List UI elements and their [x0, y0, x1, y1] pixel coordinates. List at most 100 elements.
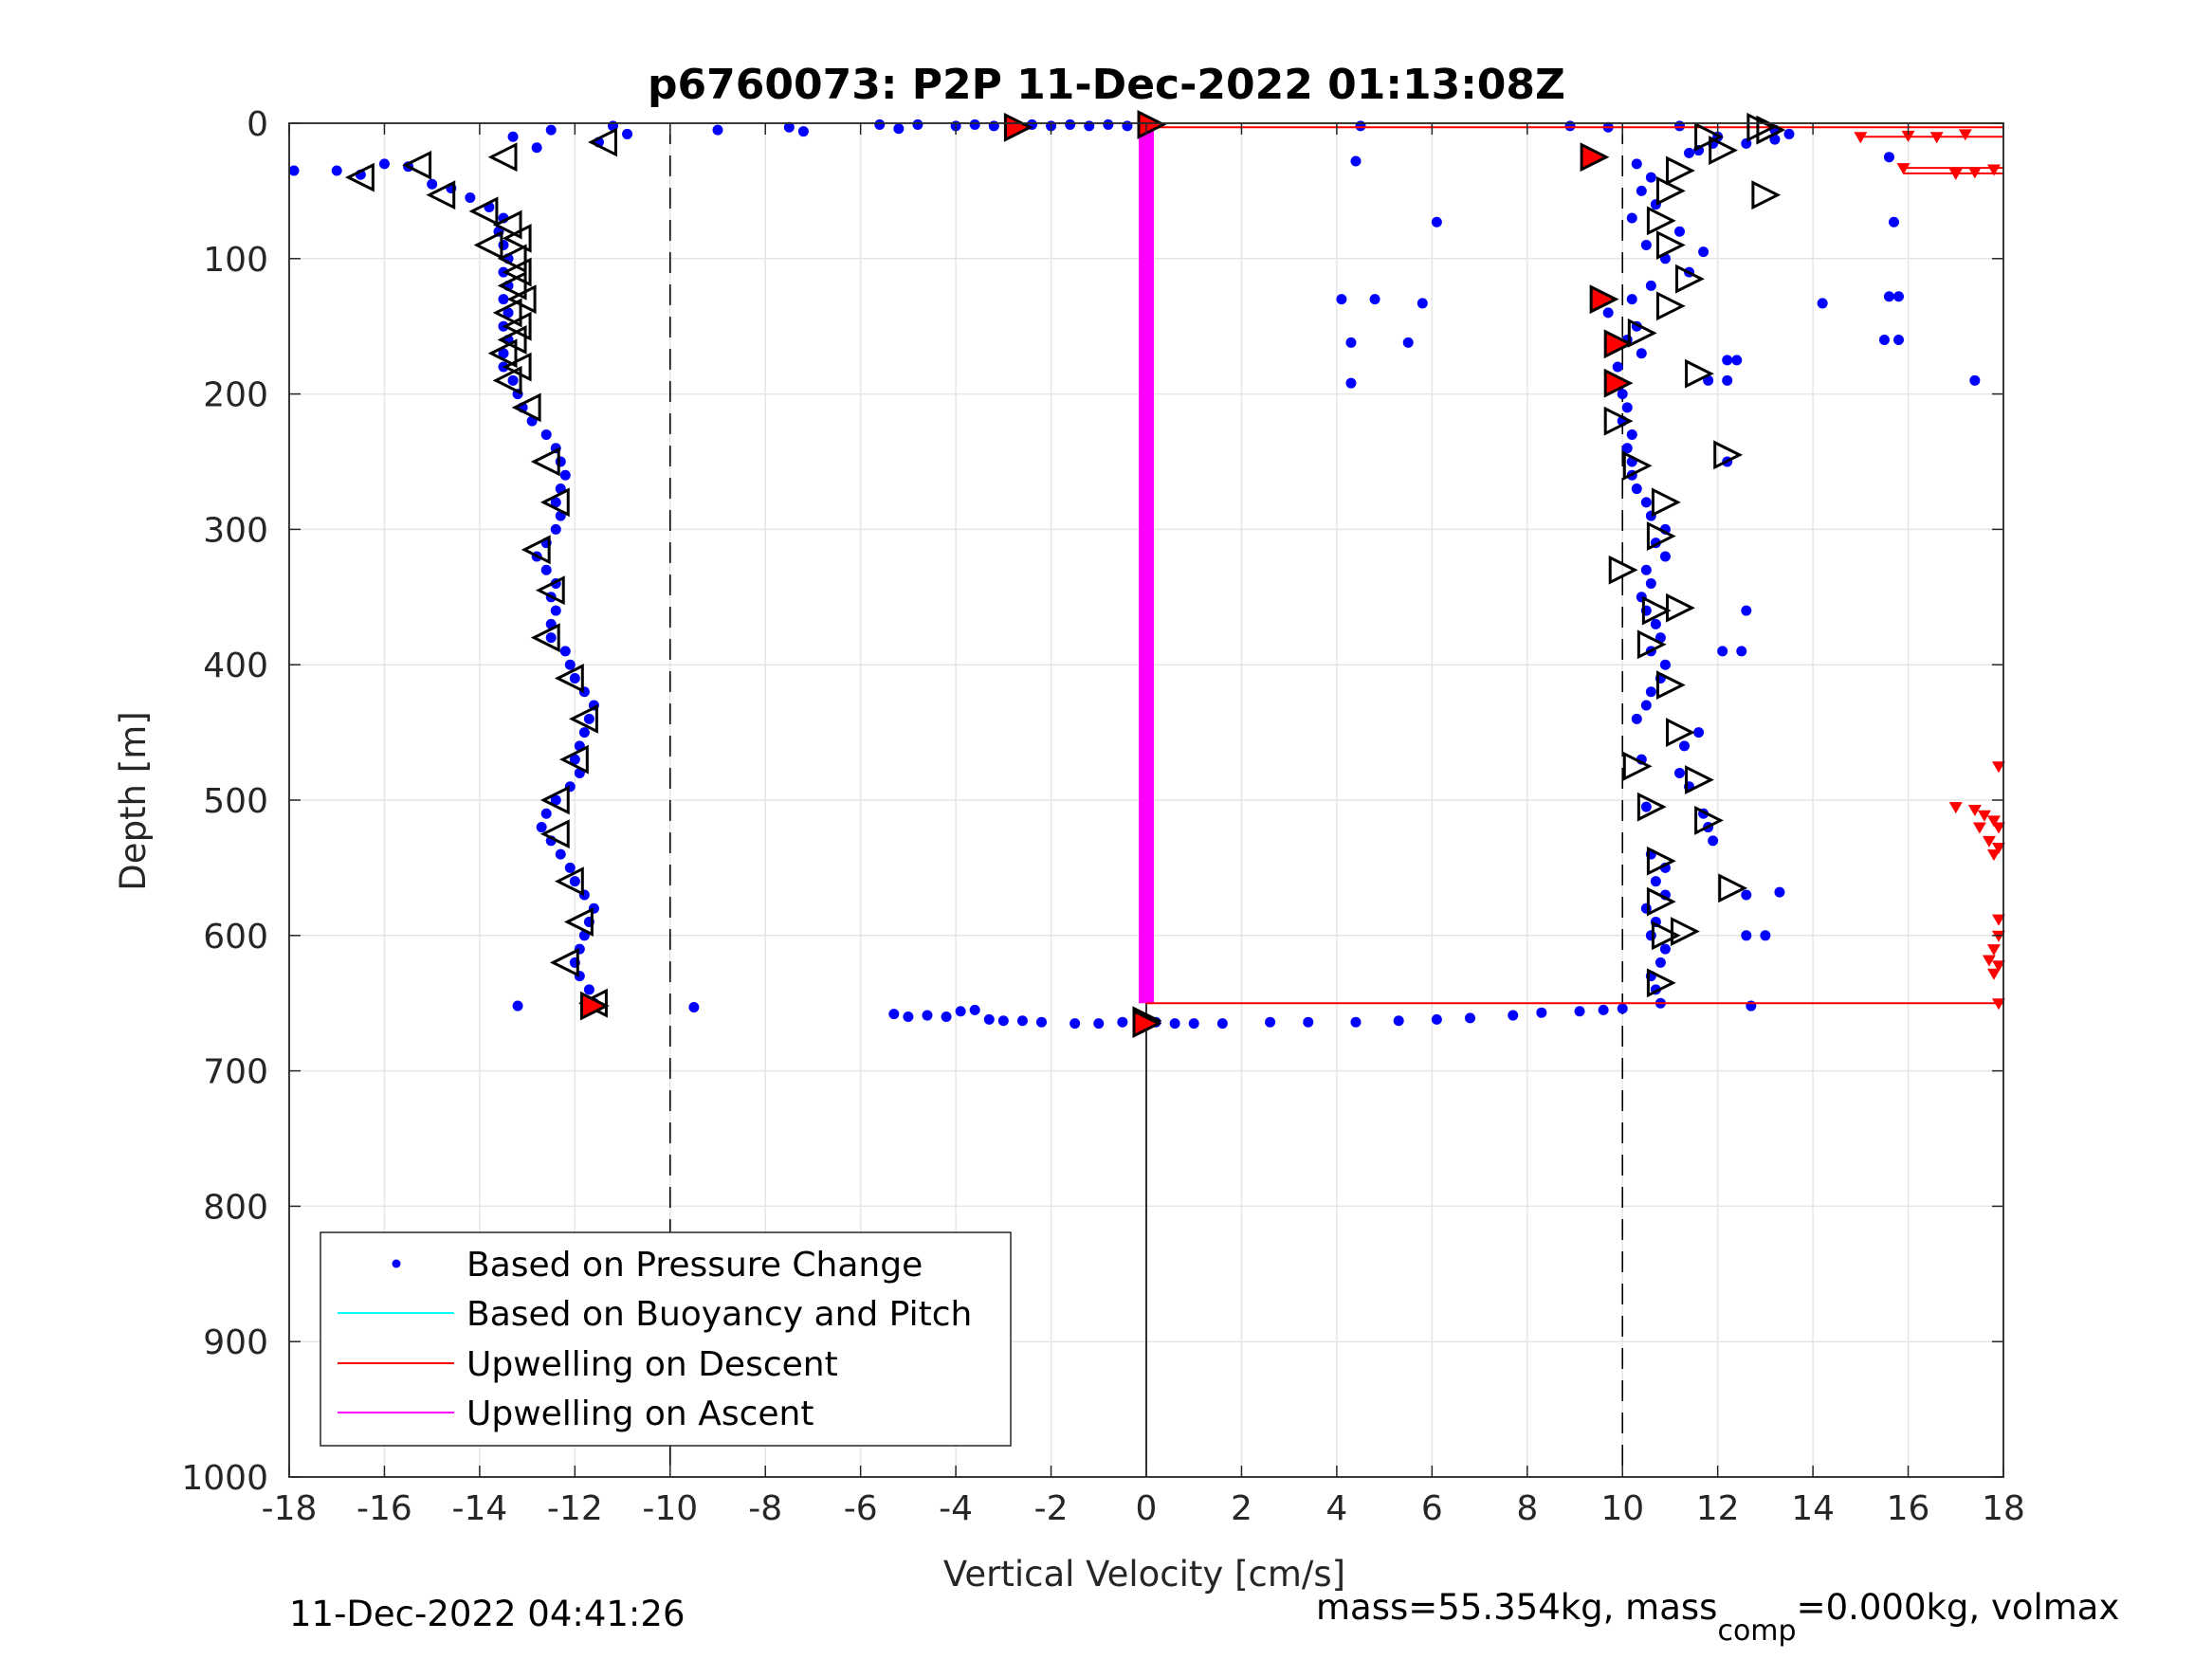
pressure-change-point: [540, 808, 552, 819]
pressure-change-point: [1741, 137, 1752, 149]
pressure-change-point: [1673, 767, 1685, 778]
pressure-change-point: [550, 605, 561, 616]
descent-triangle-marker: [530, 623, 560, 653]
pressure-change-point: [955, 1006, 966, 1017]
pressure-change-point: [1402, 337, 1414, 348]
upwelling-descent-marker: [1991, 960, 2005, 973]
pressure-change-point: [588, 902, 599, 914]
pressure-change-point: [427, 178, 438, 190]
legend-marker-pressure: [392, 1259, 401, 1268]
x-tick-label: 10: [1600, 1489, 1644, 1528]
x-tick-label: 6: [1421, 1489, 1443, 1528]
x-tick-label: 14: [1791, 1489, 1835, 1528]
ascent-triangle-marker: [1671, 917, 1700, 946]
descent-triangle-marker: [344, 162, 375, 192]
red-triangle-marker: [579, 991, 610, 1021]
upwelling-descent-marker: [1991, 822, 2005, 834]
pressure-change-point: [1760, 930, 1771, 941]
footer-mass-suffix: =0.000kg, volmax: [1797, 1587, 2120, 1628]
x-tick-label: 4: [1325, 1489, 1347, 1528]
pressure-change-point: [1617, 389, 1628, 400]
descent-triangle-marker: [473, 230, 503, 260]
pressure-change-point: [1093, 1018, 1105, 1030]
ascent-triangle-marker: [1685, 358, 1714, 389]
y-tick-label: 600: [203, 918, 268, 957]
pressure-change-point: [531, 142, 542, 154]
pressure-change-point: [988, 120, 999, 132]
ascent-triangle-marker: [1646, 521, 1676, 551]
pressure-change-point: [1621, 443, 1633, 454]
pressure-change-point: [1883, 291, 1894, 302]
y-tick-labels: 0 100 200 300 400 500 600 700 800 900 1000: [181, 105, 268, 1498]
ascent-triangle-marker: [1646, 886, 1676, 917]
pressure-change-point: [1350, 155, 1362, 167]
x-tick-label: 12: [1696, 1489, 1740, 1528]
pressure-change-point: [498, 240, 509, 251]
pressure-change-point: [1626, 294, 1637, 305]
pressure-change-point: [1893, 334, 1905, 345]
upwelling-descent-marker: [1929, 132, 1944, 144]
pressure-change-point: [564, 862, 576, 873]
upwelling-descent-marker: [1948, 168, 1963, 180]
pressure-change-point: [1893, 291, 1905, 302]
descent-triangle-marker: [487, 338, 518, 369]
ascent-triangle-marker: [1655, 670, 1686, 701]
x-tick-labels: -18 -16 -14 -12 -10 -8 -6 -4 -2 0 2 4 6 8 10 12 14 16 18: [262, 1489, 2025, 1528]
pressure-change-point: [578, 727, 590, 738]
footer-mass-prefix: mass=55.354kg, mass: [1316, 1587, 1717, 1628]
ascent-triangle-marker: [1646, 206, 1676, 236]
descent-triangle-marker: [492, 210, 522, 240]
pressure-change-point: [1216, 1018, 1228, 1030]
x-tick-label: -12: [547, 1489, 603, 1528]
pressure-change-point: [1645, 930, 1656, 941]
pressure-change-point: [564, 781, 576, 793]
pressure-change-point: [1640, 564, 1652, 575]
pressure-change-point: [1036, 1016, 1048, 1028]
pressure-change-point: [559, 469, 571, 481]
pressure-change-point: [983, 1013, 995, 1025]
pressure-change-point: [1065, 118, 1076, 130]
pressure-change-point: [1650, 199, 1661, 210]
descent-triangle-marker: [539, 785, 570, 815]
footer-mass-subscript: comp: [1717, 1614, 1796, 1648]
upwelling-descent-marker: [1977, 810, 1991, 822]
pressure-change-point: [1417, 298, 1428, 309]
pressure-change-point: [583, 713, 594, 724]
descent-triangle-marker: [554, 664, 584, 693]
pressure-change-point: [874, 118, 886, 130]
ascent-triangle-marker: [1646, 968, 1676, 998]
descent-triangle-marker: [535, 575, 565, 606]
pressure-change-point: [555, 848, 566, 860]
ascent-triangle-marker: [1685, 765, 1714, 795]
ascent-triangle-marker: [1665, 592, 1695, 623]
footer-timestamp: 11-Dec-2022 04:41:26: [289, 1594, 685, 1634]
upwelling-descent-marker: [1991, 842, 2005, 854]
ascent-triangle-marker: [1627, 318, 1657, 348]
x-tick-label: -4: [939, 1489, 973, 1528]
pressure-change-point: [1636, 592, 1647, 603]
pressure-change-point: [465, 192, 476, 204]
pressure-change-point: [1117, 1016, 1128, 1028]
red-triangle-marker: [1132, 1009, 1162, 1039]
pressure-change-point: [569, 672, 580, 684]
pressure-change-point: [498, 294, 509, 305]
upwelling-descent-marker: [1982, 955, 1996, 967]
descent-triangle-marker: [487, 142, 518, 173]
plot-area-border: [288, 122, 2004, 1478]
descent-triangle-marker: [539, 487, 570, 518]
pressure-change-point: [712, 124, 723, 136]
ascent-triangle-marker: [1655, 230, 1686, 260]
y-tick-label: 700: [203, 1053, 268, 1092]
pressure-change-point: [997, 1015, 1009, 1027]
pressure-change-point: [1645, 510, 1656, 521]
ascent-triangle-marker: [1718, 873, 1748, 903]
pressure-change-point: [1574, 1006, 1585, 1017]
descent-triangle-marker: [530, 447, 560, 477]
pressure-change-point: [922, 1010, 933, 1021]
pressure-change-point: [1069, 1018, 1081, 1030]
pressure-change-point: [503, 307, 514, 319]
pressure-change-point: [1659, 659, 1671, 670]
y-tick-label: 800: [203, 1188, 268, 1227]
pressure-change-point: [1645, 280, 1656, 291]
descent-triangle-marker: [511, 392, 541, 423]
